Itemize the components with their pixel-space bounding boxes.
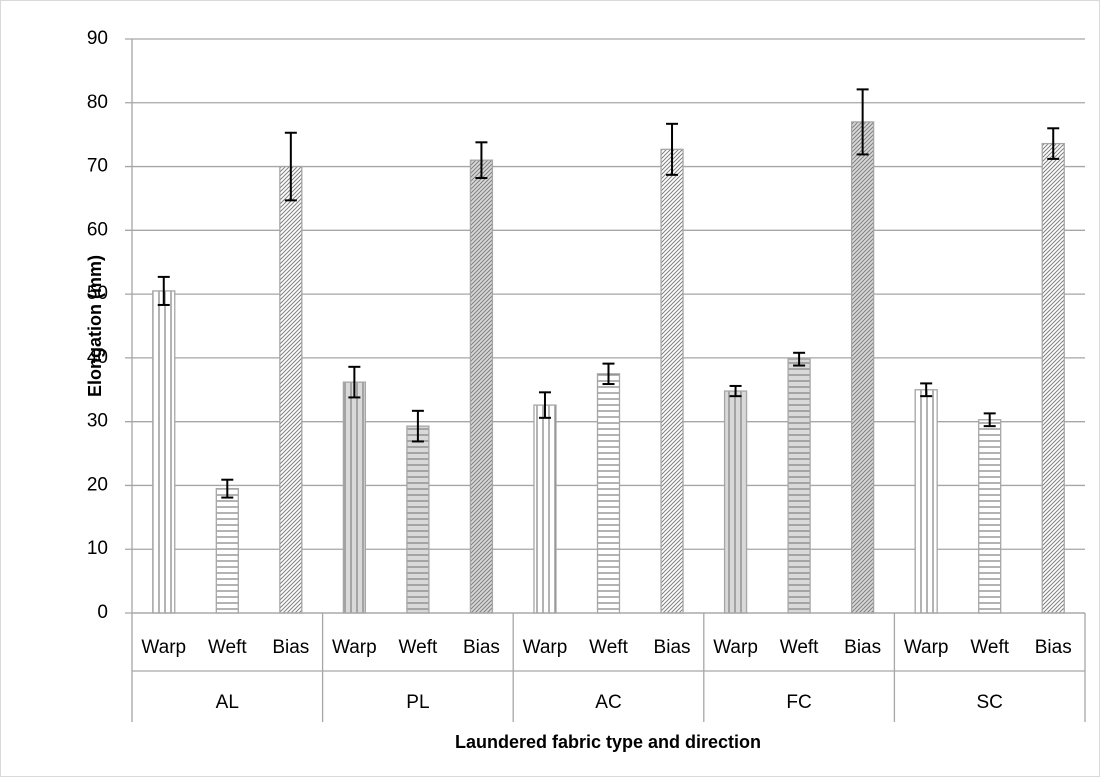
error-bar: [729, 384, 742, 398]
y-tick-label: 50: [87, 283, 108, 304]
error-bar: [157, 275, 170, 306]
x-tick-label: Weft: [780, 637, 819, 658]
bar: [850, 121, 875, 614]
bar: [596, 373, 621, 614]
error-bar: [1047, 127, 1060, 160]
error-bar: [475, 141, 488, 180]
bar: [660, 148, 684, 614]
bar: [914, 389, 938, 614]
x-tick-label: Warp: [141, 637, 186, 658]
bar: [342, 381, 367, 614]
y-tick-label: 40: [87, 347, 108, 368]
y-tick-label: 20: [87, 474, 108, 495]
bar: [978, 419, 1002, 614]
x-tick-label: Weft: [208, 637, 247, 658]
bar: [533, 404, 557, 614]
y-tick-label: 60: [87, 219, 108, 240]
group-label: SC: [976, 692, 1002, 713]
y-tick-label: 70: [87, 156, 108, 177]
x-tick-label: Weft: [970, 637, 1009, 658]
error-bar: [538, 391, 551, 419]
x-tick-label: Bias: [1035, 637, 1072, 658]
bar: [152, 290, 176, 614]
x-tick-label: Bias: [844, 637, 881, 658]
x-tick-label: Warp: [904, 637, 949, 658]
y-tick-label: 30: [87, 411, 108, 432]
error-bar: [348, 365, 361, 399]
x-tick-label: Bias: [272, 637, 309, 658]
y-tick-label: 10: [87, 538, 108, 559]
group-label: AL: [216, 692, 239, 713]
y-tick-label: 80: [87, 92, 108, 113]
x-tick-label: Weft: [399, 637, 438, 658]
group-label: FC: [786, 692, 811, 713]
bar: [406, 425, 430, 614]
x-axis-title: Laundered fabric type and direction: [455, 732, 761, 752]
error-bar: [221, 478, 234, 499]
x-tick-label: Warp: [523, 637, 568, 658]
error-bar: [793, 351, 806, 367]
x-tick-label: Bias: [654, 637, 691, 658]
error-bar: [920, 382, 933, 398]
bar: [469, 159, 494, 614]
bar: [1041, 142, 1065, 614]
error-bar: [602, 362, 615, 386]
x-tick-label: Warp: [332, 637, 377, 658]
y-tick-label: 90: [87, 28, 108, 49]
bar: [787, 358, 811, 614]
error-bar: [856, 88, 869, 156]
error-bar: [284, 131, 297, 202]
group-label: AC: [595, 692, 621, 713]
bar: [279, 165, 303, 614]
y-axis-title: Elongation (mm): [85, 255, 105, 397]
error-bar: [411, 409, 424, 443]
error-bar: [983, 412, 996, 428]
bar: [723, 390, 748, 614]
x-tick-label: Warp: [713, 637, 758, 658]
x-tick-label: Weft: [589, 637, 628, 658]
error-bar: [666, 122, 679, 176]
group-label: PL: [406, 692, 429, 713]
x-tick-label: Bias: [463, 637, 500, 658]
bar: [215, 487, 239, 614]
y-tick-label: 0: [97, 602, 108, 623]
